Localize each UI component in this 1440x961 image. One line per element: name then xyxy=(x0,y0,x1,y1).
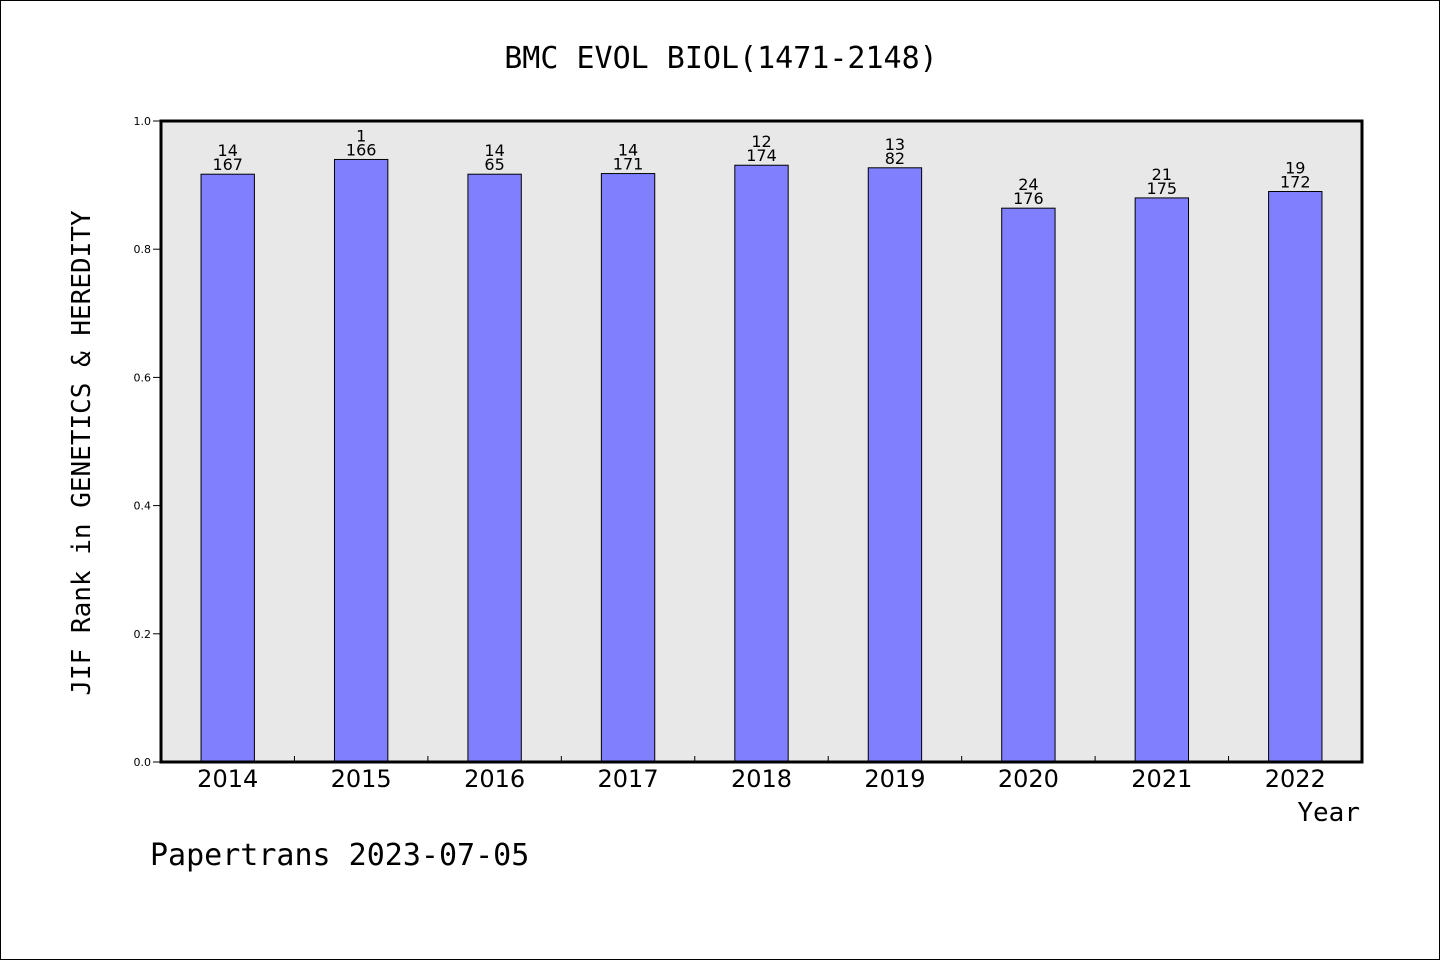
bar-rank-label-2017: 14 xyxy=(618,141,638,160)
x-tick-label-2017: 2017 xyxy=(598,765,659,793)
y-tick-label-0.0: 0.0 xyxy=(134,756,152,769)
bar-2014 xyxy=(200,173,255,763)
bar-rank-label-2014: 14 xyxy=(218,141,238,160)
bar-2015 xyxy=(333,158,389,763)
bar-rank-label-2022: 19 xyxy=(1285,159,1305,178)
bar-2018 xyxy=(734,164,789,763)
bar-total-label-2017: 171 xyxy=(613,155,644,174)
bar-rank-label-2019: 13 xyxy=(885,135,905,154)
x-tick-label-2022: 2022 xyxy=(1265,765,1326,793)
bar-total-label-2014: 167 xyxy=(212,155,243,174)
bar-rank-label-2018: 12 xyxy=(751,132,771,151)
bar-rank-label-2020: 24 xyxy=(1018,175,1038,194)
chart-title: BMC EVOL BIOL(1471-2148) xyxy=(504,41,937,76)
x-axis: 2014 2015 2016 2017 2018 2019 2020 2021 2022 xyxy=(197,756,1326,793)
x-tick-label-2019: 2019 xyxy=(864,765,925,793)
x-tick-label-2015: 2015 xyxy=(331,765,392,793)
bar-2017 xyxy=(600,173,656,763)
y-tick-label-0.6: 0.6 xyxy=(134,371,152,384)
bar-total-label-2022: 172 xyxy=(1280,173,1311,192)
x-tick-label-2014: 2014 xyxy=(197,765,258,793)
y-tick-label-0.2: 0.2 xyxy=(134,628,152,641)
footer-credit: Papertrans 2023-07-05 xyxy=(150,838,529,873)
bar-rank-label-2015: 1 xyxy=(356,126,366,145)
bar-total-label-2021: 175 xyxy=(1147,179,1178,198)
bars-group xyxy=(200,158,1323,763)
x-tick-label-2016: 2016 xyxy=(464,765,525,793)
plot-border xyxy=(159,119,1364,764)
x-tick-label-2020: 2020 xyxy=(998,765,1059,793)
bar-total-label-2015: 166 xyxy=(346,140,377,159)
bar-total-label-2016: 65 xyxy=(484,155,504,174)
bar-total-label-2020: 176 xyxy=(1013,189,1044,208)
bar-rank-label-2021: 21 xyxy=(1152,165,1172,184)
y-tick-label-1.0: 1.0 xyxy=(134,115,152,128)
x-tick-label-2018: 2018 xyxy=(731,765,792,793)
x-tick-label-2021: 2021 xyxy=(1131,765,1192,793)
x-axis-label: Year xyxy=(1297,798,1360,828)
bar-total-label-2019: 82 xyxy=(885,149,905,168)
bar-2021 xyxy=(1134,197,1190,763)
y-tick-label-0.4: 0.4 xyxy=(134,500,152,513)
y-axis-label: JIF Rank in GENETICS & HEREDITY xyxy=(67,210,97,696)
y-axis: 0.0 0.2 0.4 0.6 0.8 1.0 xyxy=(134,115,161,769)
bar-2016 xyxy=(467,173,522,763)
bar-rank-label-2016: 14 xyxy=(484,141,504,160)
bar-2022 xyxy=(1268,191,1323,763)
bar-2019 xyxy=(867,167,923,763)
bar-total-label-2018: 174 xyxy=(746,146,777,165)
bar-2020 xyxy=(1001,207,1056,763)
y-tick-label-0.8: 0.8 xyxy=(134,243,152,256)
